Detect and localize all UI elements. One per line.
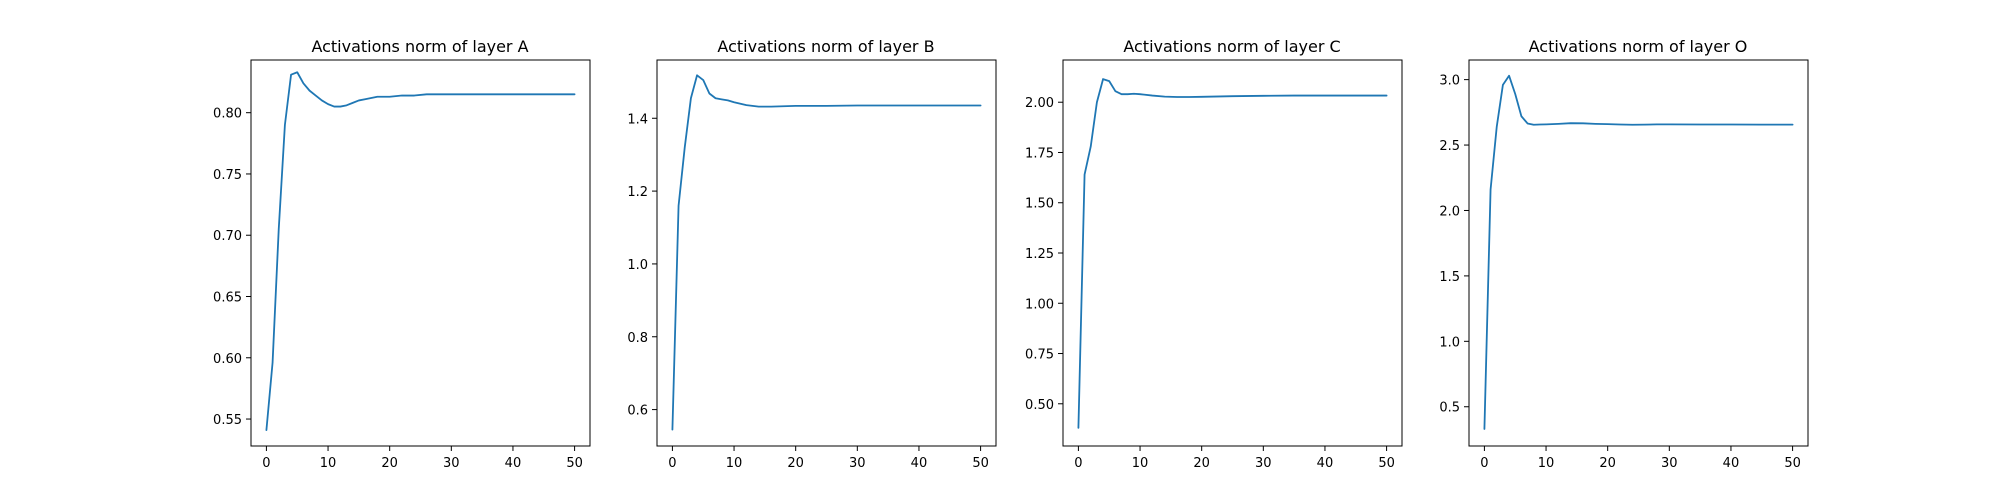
y-tick-label: 0.60 (213, 352, 242, 367)
x-tick-label: 10 (1132, 456, 1149, 471)
series-line (1483, 74, 1794, 430)
chart-title: Activations norm of layer O (1529, 37, 1748, 56)
chart-title: Activations norm of layer B (717, 37, 934, 56)
y-tick-label: 0.8 (627, 331, 648, 346)
series-line (265, 71, 576, 431)
y-tick-label: 1.0 (627, 258, 648, 273)
x-tick-label: 20 (381, 456, 398, 471)
y-tick-label: 1.00 (1025, 297, 1054, 312)
x-tick-label: 0 (1480, 456, 1488, 471)
x-tick-label: 40 (1317, 456, 1334, 471)
x-tick-label: 20 (1193, 456, 1210, 471)
x-tick-label: 0 (1074, 456, 1082, 471)
x-tick-label: 10 (320, 456, 337, 471)
x-tick-label: 10 (726, 456, 743, 471)
x-tick-label: 30 (849, 456, 866, 471)
x-tick-label: 20 (1599, 456, 1616, 471)
plot-frame (250, 59, 591, 447)
y-tick-label: 0.80 (213, 107, 242, 122)
x-tick-label: 10 (1538, 456, 1555, 471)
y-tick-label: 0.6 (627, 404, 648, 419)
y-tick-label: 0.75 (1025, 348, 1054, 363)
y-tick-label: 0.75 (213, 168, 242, 183)
x-tick-label: 50 (1784, 456, 1801, 471)
series-line (1077, 78, 1388, 429)
x-tick-label: 30 (443, 456, 460, 471)
x-tick-label: 40 (505, 456, 522, 471)
x-tick-label: 30 (1255, 456, 1272, 471)
y-tick-label: 0.50 (1025, 398, 1054, 413)
y-tick-label: 0.55 (213, 413, 242, 428)
plot-frame (1468, 59, 1809, 447)
y-tick-label: 2.5 (1439, 139, 1460, 154)
y-tick-label: 1.0 (1439, 335, 1460, 350)
y-tick-label: 2.0 (1439, 204, 1460, 219)
chart-panel-c: Activations norm of layer C 0 10 20 30 40 50 0… (1025, 37, 1403, 471)
y-tick-label: 2.00 (1025, 96, 1054, 111)
y-tick-label: 1.50 (1025, 197, 1054, 212)
x-tick-label: 50 (972, 456, 989, 471)
y-tick-label: 0.5 (1439, 401, 1460, 416)
x-tick-label: 20 (787, 456, 804, 471)
y-tick-label: 1.25 (1025, 247, 1054, 262)
x-tick-label: 50 (1378, 456, 1395, 471)
y-tick-label: 1.4 (627, 112, 648, 127)
x-tick-label: 0 (668, 456, 676, 471)
y-tick-label: 1.75 (1025, 146, 1054, 161)
chart-panel-a: Activations norm of layer A 0 10 20 30 40 50 0… (213, 37, 591, 471)
y-tick-label: 0.70 (213, 229, 242, 244)
y-tick-label: 1.2 (627, 185, 648, 200)
chart-panel-b: Activations norm of layer B 0 10 20 30 40 50 0… (627, 37, 997, 471)
chart-title: Activations norm of layer C (1123, 37, 1340, 56)
series-line (671, 74, 982, 431)
x-tick-label: 40 (911, 456, 928, 471)
chart-title: Activations norm of layer A (311, 37, 528, 56)
y-tick-label: 3.0 (1439, 74, 1460, 89)
x-tick-label: 50 (566, 456, 583, 471)
x-tick-label: 0 (262, 456, 270, 471)
x-tick-label: 40 (1723, 456, 1740, 471)
x-tick-label: 30 (1661, 456, 1678, 471)
chart-panel-o: Activations norm of layer O 0 10 20 30 40 50 0… (1439, 37, 1809, 471)
y-tick-label: 0.65 (213, 291, 242, 306)
y-tick-label: 1.5 (1439, 270, 1460, 285)
plot-frame (656, 59, 997, 447)
